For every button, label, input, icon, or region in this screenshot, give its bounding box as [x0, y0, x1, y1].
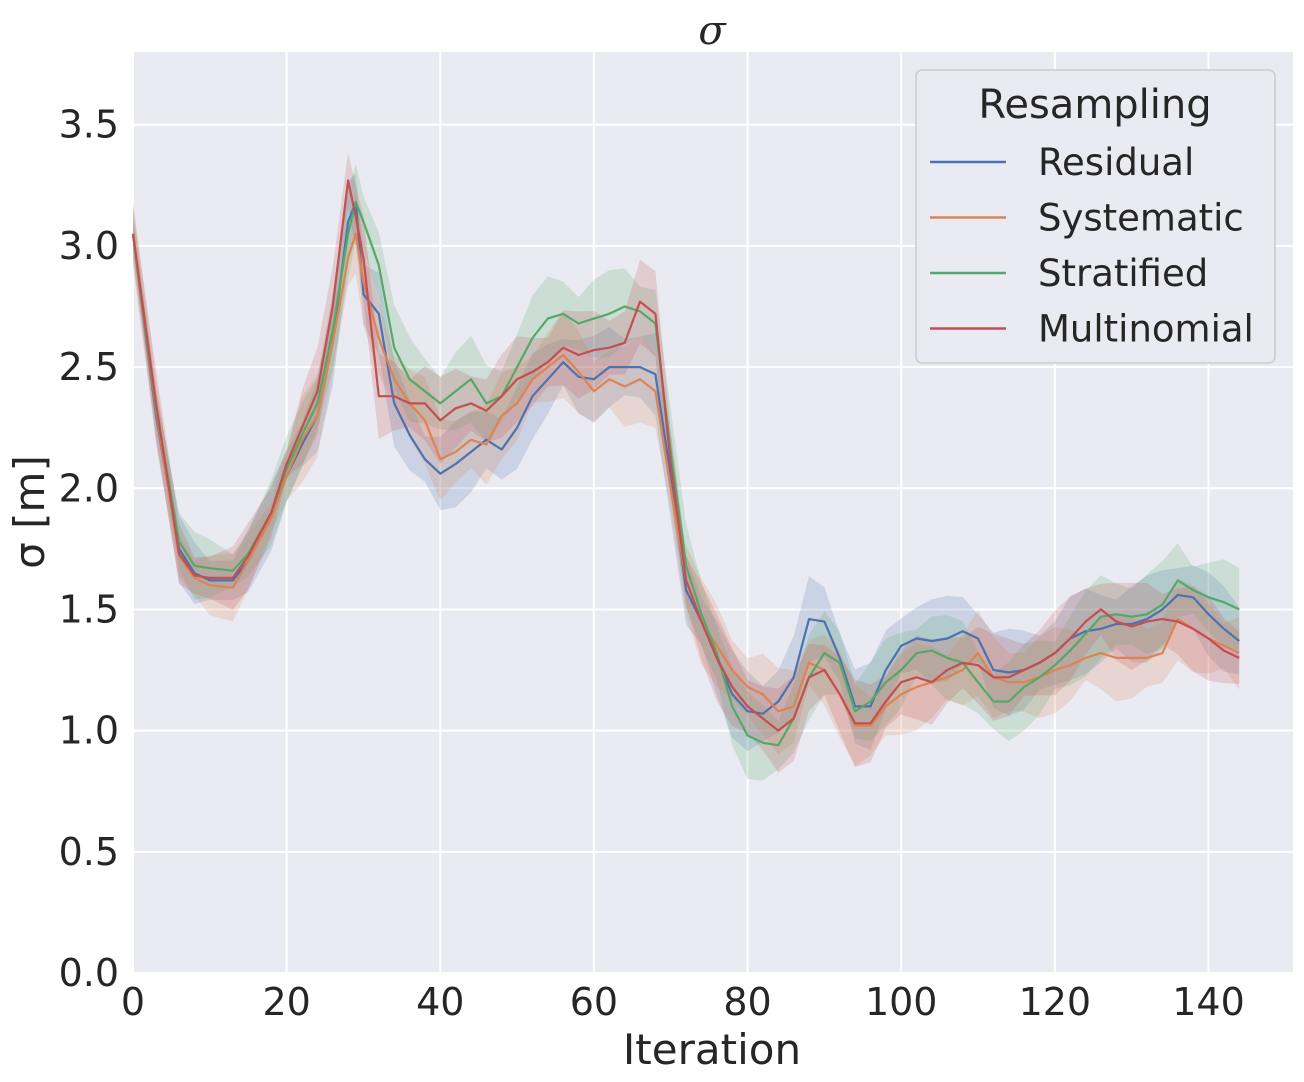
band-residual [133, 173, 1240, 752]
x-tick-label: 0 [121, 980, 145, 1024]
legend-title: Resampling [978, 82, 1211, 128]
x-tick-label: 60 [570, 980, 618, 1024]
chart-title: σ [698, 8, 727, 54]
x-tick-label: 20 [262, 980, 310, 1024]
y-tick-label: 0.0 [59, 951, 119, 995]
line-stratified [131, 201, 1240, 747]
legend-label-stratified: Stratified [1038, 252, 1208, 295]
legend-label-multinomial: Multinomial [1038, 308, 1254, 351]
y-tick-label: 2.5 [59, 345, 119, 389]
y-tick-label: 0.5 [59, 830, 119, 874]
line-multinomial [131, 179, 1240, 732]
legend-label-systematic: Systematic [1038, 197, 1244, 240]
legend-box [915, 69, 1276, 364]
y-tick-label: 1.0 [59, 709, 119, 753]
x-tick-label: 40 [416, 980, 464, 1024]
y-tick-label: 3.0 [59, 224, 119, 268]
x-axis-label: Iteration [623, 1025, 801, 1074]
y-tick-label: 1.5 [59, 587, 119, 631]
tick-labels: 0 20 40 60 80 100 120 140 0.0 0.5 1.0 1.5 2.0 2.5 3.0 3… [59, 103, 1245, 1024]
confidence-bands [133, 152, 1240, 781]
legend-label-residual: Residual [1038, 141, 1194, 184]
x-tick-label: 80 [723, 980, 771, 1024]
series-lines [131, 179, 1240, 747]
legend: Resampling Residual Systematic Stratified M… [915, 69, 1276, 364]
y-tick-label: 2.0 [59, 466, 119, 510]
x-tick-label: 120 [1019, 980, 1092, 1024]
x-tick-label: 140 [1172, 980, 1245, 1024]
band-stratified [133, 163, 1240, 781]
y-axis-label: σ [m] [5, 455, 54, 569]
x-tick-label: 100 [865, 980, 938, 1024]
y-tick-label: 3.5 [59, 103, 119, 147]
